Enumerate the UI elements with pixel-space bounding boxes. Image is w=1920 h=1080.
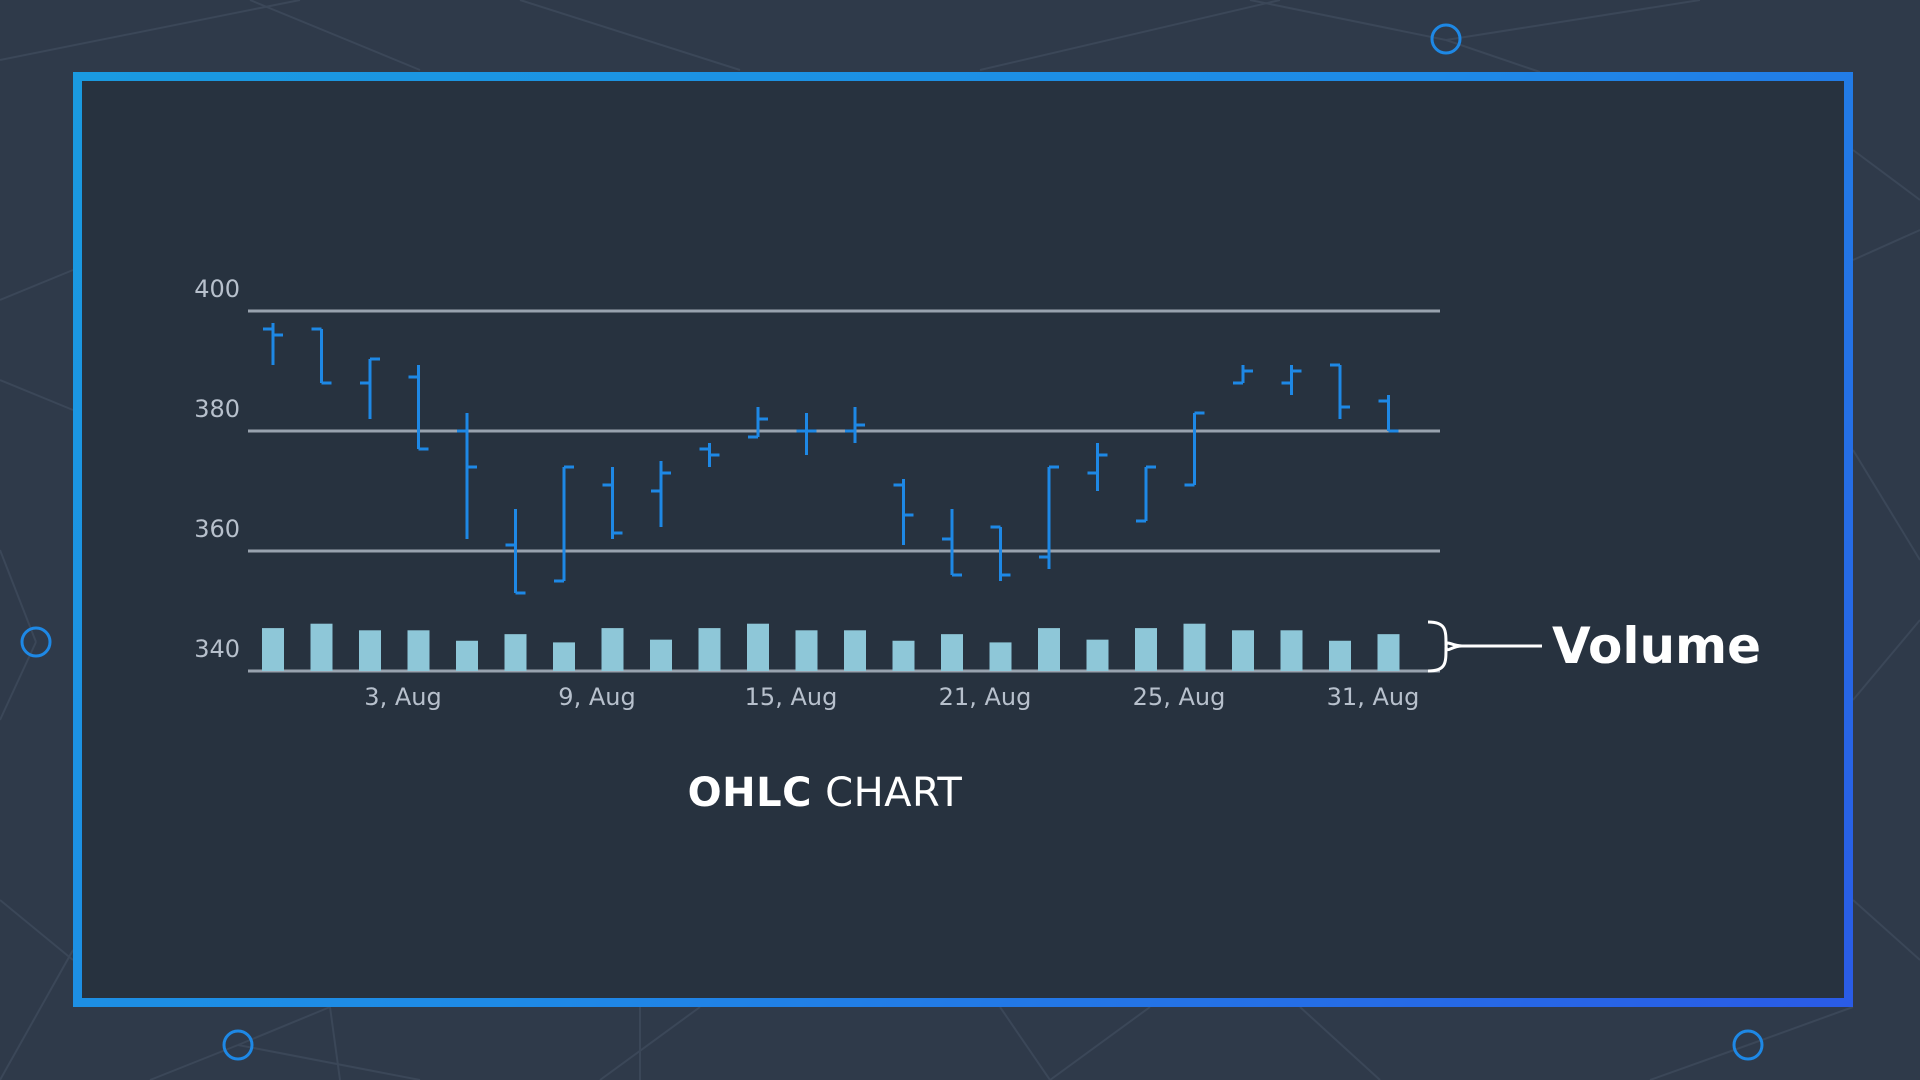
volume-bar bbox=[1183, 623, 1206, 671]
ohlc-bar bbox=[408, 365, 429, 451]
volume-bar bbox=[1038, 628, 1060, 671]
ohlc-bar bbox=[893, 479, 914, 545]
volume-bar bbox=[1086, 639, 1109, 671]
chart-frame bbox=[73, 72, 1853, 1007]
volume-bar bbox=[1377, 634, 1400, 671]
volume-bar bbox=[504, 634, 527, 671]
volume-bar bbox=[1329, 640, 1351, 671]
x-tick-label: 31, Aug bbox=[1327, 683, 1420, 711]
ohlc-bar bbox=[1233, 365, 1253, 385]
x-tick-label: 3, Aug bbox=[364, 683, 441, 711]
ohlc-bar bbox=[1136, 465, 1156, 523]
ohlc-bar bbox=[263, 323, 283, 365]
ohlc-bar bbox=[602, 467, 623, 539]
ohlc-bar bbox=[651, 461, 671, 527]
x-tick-label: 15, Aug bbox=[745, 683, 838, 711]
volume-bar bbox=[1280, 630, 1303, 671]
ohlc-bar bbox=[845, 407, 865, 443]
volume-bar bbox=[553, 642, 575, 671]
ohlc-bar bbox=[1378, 395, 1399, 433]
volume-bar bbox=[262, 628, 284, 671]
volume-bar bbox=[359, 630, 381, 671]
ohlc-bar bbox=[360, 357, 380, 419]
volume-bar bbox=[456, 640, 478, 671]
ohlc-bar bbox=[699, 443, 720, 467]
node-circle bbox=[20, 626, 52, 658]
volume-bar bbox=[844, 630, 866, 671]
volume-bar bbox=[407, 630, 430, 671]
volume-brace bbox=[1427, 620, 1463, 673]
y-tick-label: 340 bbox=[194, 635, 240, 663]
ohlc-bar bbox=[942, 509, 962, 577]
node-circle bbox=[1732, 1029, 1764, 1061]
x-tick-label: 25, Aug bbox=[1133, 683, 1226, 711]
volume-bar bbox=[747, 623, 769, 671]
volume-bar bbox=[698, 628, 721, 671]
volume-label: Volume bbox=[1552, 617, 1762, 675]
ohlc-bar bbox=[1281, 365, 1302, 395]
volume-bar bbox=[601, 628, 624, 671]
y-tick-label: 360 bbox=[194, 515, 240, 543]
ohlc-bar bbox=[1184, 411, 1205, 487]
ohlc-bar bbox=[1330, 363, 1350, 419]
ohlc-bar bbox=[311, 327, 332, 385]
caption-bold: OHLC bbox=[687, 770, 812, 816]
caption-normal: CHART bbox=[825, 770, 963, 816]
y-tick-label: 400 bbox=[194, 275, 240, 303]
x-tick-label: 9, Aug bbox=[558, 683, 635, 711]
ohlc-bar bbox=[505, 509, 526, 595]
x-tick-label: 21, Aug bbox=[939, 683, 1032, 711]
node-circle bbox=[1430, 23, 1462, 55]
volume-bar bbox=[310, 623, 333, 671]
ohlc-bar bbox=[554, 465, 574, 583]
volume-bar bbox=[1232, 630, 1254, 671]
node-circle bbox=[222, 1029, 254, 1061]
volume-bar bbox=[941, 634, 963, 671]
volume-bar bbox=[892, 640, 915, 671]
ohlc-bar bbox=[748, 407, 768, 439]
ohlc-bar bbox=[796, 413, 817, 455]
ohlc-bar bbox=[457, 413, 477, 539]
chart-caption: OHLC CHART bbox=[620, 770, 1030, 816]
volume-bar bbox=[650, 639, 672, 671]
ohlc-bar bbox=[1087, 443, 1108, 491]
ohlc-bar bbox=[1039, 465, 1059, 569]
volume-bar bbox=[795, 630, 818, 671]
volume-bar bbox=[1135, 628, 1157, 671]
ohlc-bar bbox=[990, 525, 1011, 581]
volume-bar bbox=[989, 642, 1012, 671]
y-tick-label: 380 bbox=[194, 395, 240, 423]
